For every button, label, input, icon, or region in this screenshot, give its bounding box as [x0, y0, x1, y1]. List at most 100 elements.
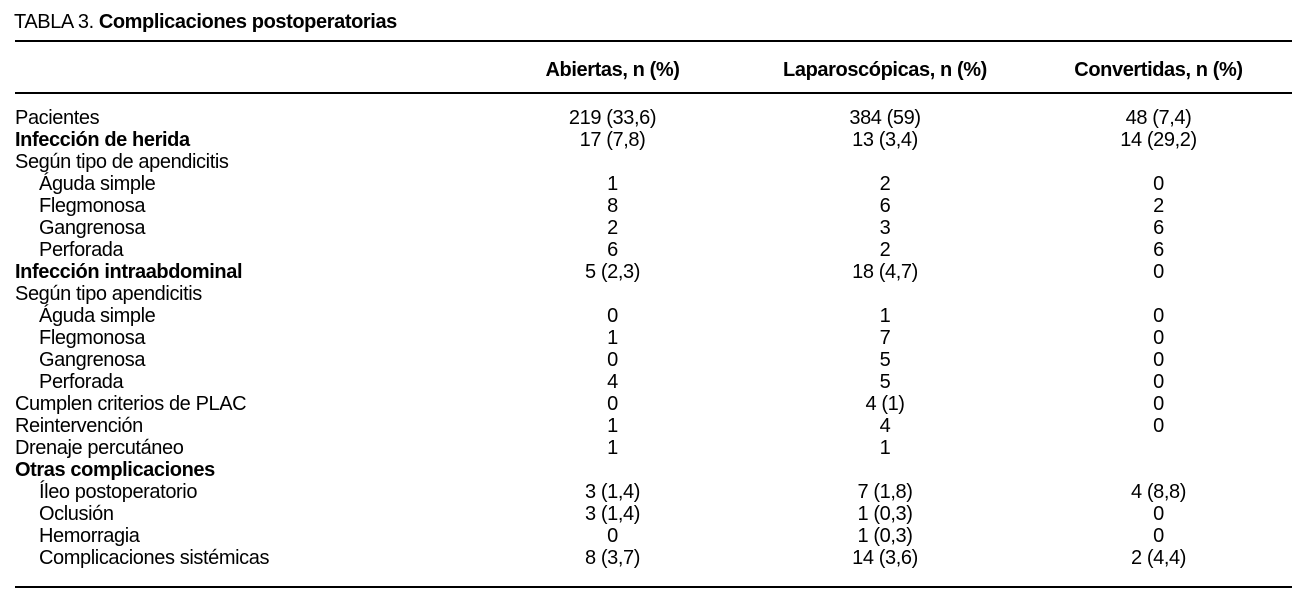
cell-laparoscopicas: 7 (1,8): [857, 481, 913, 503]
cell-laparoscopicas: 5: [879, 371, 891, 393]
column-header-laparoscopicas: Laparoscópicas, n (%): [745, 42, 1025, 94]
table-row: Infección de herida 17 (7,8) 13 (3,4) 14…: [15, 129, 1292, 151]
cell-laparoscopicas: 6: [879, 195, 891, 217]
row-label: Gangrenosa: [39, 217, 146, 239]
row-label: Infección de herida: [15, 129, 190, 151]
table-row: Hemorragia 0 1 (0,3) 0: [15, 525, 1292, 547]
cell-abiertas: 6: [607, 239, 618, 261]
cell-abiertas: 17 (7,8): [579, 129, 646, 151]
row-label: Infección intraabdominal: [15, 261, 243, 283]
cell-abiertas: 2: [607, 217, 618, 239]
cell-abiertas: 3 (1,4): [584, 503, 640, 525]
cell-convertidas: 4 (8,8): [1130, 481, 1186, 503]
table-row: Cumplen criterios de PLAC 0 4 (1) 0: [15, 393, 1292, 415]
row-label: Pacientes: [15, 107, 100, 129]
cell-laparoscopicas: 2: [879, 173, 891, 195]
cell-laparoscopicas: [745, 459, 1025, 481]
cell-laparoscopicas: 384 (59): [849, 107, 921, 129]
row-label: Águda simple: [39, 305, 156, 327]
cell-laparoscopicas: 1: [879, 437, 891, 459]
table-row: Perforada 6 2 6: [15, 239, 1292, 261]
cell-convertidas: 14 (29,2): [1120, 129, 1197, 151]
row-label: Drenaje percutáneo: [15, 437, 184, 459]
table-row: Perforada 4 5 0: [15, 371, 1292, 393]
table-body: Pacientes 219 (33,6) 384 (59) 48 (7,4) I…: [15, 93, 1292, 569]
cell-abiertas: [480, 459, 745, 481]
cell-convertidas: 0: [1153, 349, 1164, 371]
row-label: Íleo postoperatorio: [39, 481, 198, 503]
cell-abiertas: 0: [607, 525, 618, 547]
cell-abiertas: 1: [607, 415, 618, 437]
table-row: Oclusión 3 (1,4) 1 (0,3) 0: [15, 503, 1292, 525]
table-caption: TABLA 3. Complicaciones postoperatorias: [14, 11, 397, 33]
cell-laparoscopicas: 14 (3,6): [852, 547, 918, 569]
row-label: Cumplen criterios de PLAC: [15, 393, 247, 415]
cell-laparoscopicas: [745, 151, 1025, 173]
table-container: Abiertas, n (%) Laparoscópicas, n (%) Co…: [15, 40, 1292, 588]
table-row: Según tipo apendicitis: [15, 283, 1292, 305]
column-header-convertidas: Convertidas, n (%): [1025, 42, 1292, 94]
cell-abiertas: 0: [607, 305, 618, 327]
table-row: Pacientes 219 (33,6) 384 (59) 48 (7,4): [15, 93, 1292, 129]
cell-convertidas: 6: [1153, 239, 1164, 261]
cell-abiertas: 0: [607, 393, 618, 415]
cell-convertidas: 2: [1153, 195, 1164, 217]
row-label: Hemorragia: [39, 525, 140, 547]
cell-convertidas: 0: [1153, 415, 1164, 437]
cell-convertidas: [1025, 459, 1292, 481]
cell-abiertas: 8: [607, 195, 618, 217]
cell-laparoscopicas: 1 (0,3): [857, 503, 913, 525]
cell-laparoscopicas: 1 (0,3): [857, 525, 913, 547]
table-row: Complicaciones sistémicas 8 (3,7) 14 (3,…: [15, 547, 1292, 569]
cell-laparoscopicas: 3: [879, 217, 891, 239]
table-row: Flegmonosa 8 6 2: [15, 195, 1292, 217]
cell-convertidas: 0: [1153, 327, 1164, 349]
table-header-row: Abiertas, n (%) Laparoscópicas, n (%) Co…: [15, 42, 1292, 94]
cell-abiertas: 1: [607, 327, 618, 349]
cell-abiertas: [480, 151, 745, 173]
table-row: Gangrenosa 2 3 6: [15, 217, 1292, 239]
table-row: Águda simple 1 2 0: [15, 173, 1292, 195]
cell-convertidas: 0: [1153, 371, 1164, 393]
table-caption-title: Complicaciones postoperatorias: [98, 11, 397, 33]
cell-convertidas: [1025, 151, 1292, 173]
cell-convertidas: 6: [1153, 217, 1164, 239]
cell-abiertas: 1: [607, 173, 618, 195]
cell-abiertas: 1: [607, 437, 618, 459]
cell-abiertas: [480, 283, 745, 305]
cell-laparoscopicas: 13 (3,4): [852, 129, 918, 151]
cell-abiertas: 4: [607, 371, 618, 393]
row-label: Flegmonosa: [39, 195, 146, 217]
cell-laparoscopicas: 2: [879, 239, 891, 261]
column-header-abiertas: Abiertas, n (%): [480, 42, 745, 94]
cell-abiertas: 0: [607, 349, 618, 371]
cell-convertidas: 48 (7,4): [1125, 107, 1192, 129]
row-label: Según tipo apendicitis: [15, 283, 202, 305]
table-row: Reintervención 1 4 0: [15, 415, 1292, 437]
table-header: Abiertas, n (%) Laparoscópicas, n (%) Co…: [15, 42, 1292, 94]
row-label: Oclusión: [39, 503, 114, 525]
row-label: Perforada: [39, 371, 124, 393]
cell-laparoscopicas: [745, 283, 1025, 305]
cell-laparoscopicas: 18 (4,7): [852, 261, 918, 283]
cell-convertidas: 0: [1153, 525, 1164, 547]
cell-laparoscopicas: 5: [879, 349, 891, 371]
row-label: Águda simple: [39, 173, 156, 195]
row-label: Otras complicaciones: [15, 459, 215, 481]
cell-convertidas: [1025, 283, 1292, 305]
table-row: Gangrenosa 0 5 0: [15, 349, 1292, 371]
row-label: Flegmonosa: [39, 327, 146, 349]
row-label: Perforada: [39, 239, 124, 261]
cell-convertidas: 0: [1153, 261, 1164, 283]
cell-abiertas: 5 (2,3): [584, 261, 640, 283]
cell-laparoscopicas: 1: [879, 305, 891, 327]
cell-laparoscopicas: 4 (1): [865, 393, 905, 415]
table-row: Flegmonosa 1 7 0: [15, 327, 1292, 349]
cell-laparoscopicas: 4: [879, 415, 891, 437]
cell-abiertas: 3 (1,4): [584, 481, 640, 503]
cell-abiertas: 219 (33,6): [568, 107, 657, 129]
table-row: Drenaje percutáneo 1 1: [15, 437, 1292, 459]
row-label: Complicaciones sistémicas: [39, 547, 270, 569]
row-label: Gangrenosa: [39, 349, 146, 371]
